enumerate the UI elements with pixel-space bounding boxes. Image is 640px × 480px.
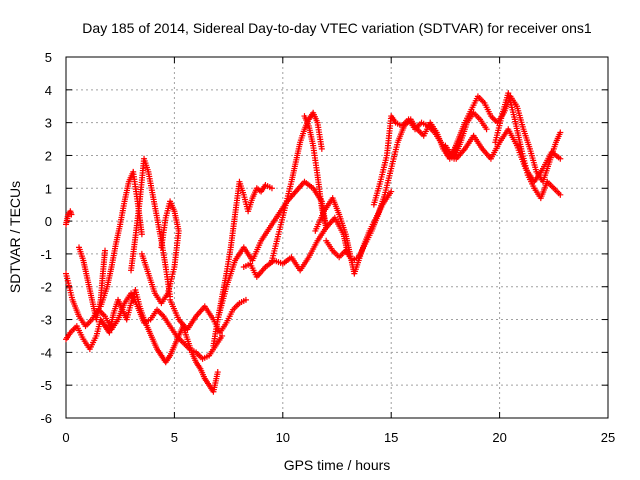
y-tick-label: -1 bbox=[40, 247, 52, 262]
data-point bbox=[158, 244, 165, 251]
series-line bbox=[212, 181, 273, 346]
x-tick-label: 20 bbox=[492, 430, 506, 445]
x-tick-label: 0 bbox=[62, 430, 69, 445]
series-track-6 bbox=[128, 155, 174, 300]
grid bbox=[66, 57, 608, 418]
series-track-18 bbox=[492, 89, 564, 202]
series-track-10 bbox=[214, 113, 330, 323]
data-point bbox=[388, 188, 395, 195]
y-tick-label: 5 bbox=[45, 50, 52, 65]
data-point bbox=[102, 247, 109, 254]
y-tick-label: -6 bbox=[40, 411, 52, 426]
plot-frame bbox=[65, 56, 609, 419]
x-tick-label: 25 bbox=[601, 430, 615, 445]
series-track-15 bbox=[370, 109, 490, 208]
series-line bbox=[65, 287, 219, 394]
y-tick-label: 1 bbox=[45, 181, 52, 196]
y-tick-label: -4 bbox=[40, 345, 52, 360]
data-point bbox=[219, 332, 226, 339]
data-point bbox=[214, 369, 221, 376]
data-point bbox=[138, 231, 145, 238]
ticks bbox=[65, 56, 609, 419]
data-point bbox=[483, 126, 490, 133]
y-tick-label: -3 bbox=[40, 313, 52, 328]
series-track-4 bbox=[76, 244, 109, 323]
y-tick-label: -5 bbox=[40, 378, 52, 393]
x-tick-label: 10 bbox=[276, 430, 290, 445]
chart-title: Day 185 of 2014, Sidereal Day-to-day VTE… bbox=[82, 20, 592, 36]
series-track-11 bbox=[268, 109, 325, 264]
series-track-14 bbox=[323, 116, 460, 264]
data-point bbox=[557, 155, 564, 162]
series-track-2 bbox=[63, 287, 221, 395]
data-point bbox=[557, 191, 564, 198]
data-point bbox=[68, 211, 75, 218]
x-tick-label: 15 bbox=[384, 430, 398, 445]
x-axis-label: GPS time / hours bbox=[284, 457, 391, 473]
y-axis-label: SDTVAR / TECUs bbox=[7, 181, 23, 293]
data-series bbox=[63, 89, 564, 395]
x-tick-labels: 0 5 10 15 20 25 bbox=[62, 430, 615, 445]
y-tick-labels: -6 -5 -4 -3 -2 -1 0 1 2 3 4 5 bbox=[40, 50, 52, 426]
series-track-7 bbox=[138, 198, 182, 307]
data-point bbox=[301, 113, 308, 120]
data-point bbox=[318, 145, 325, 152]
series-track-5 bbox=[97, 168, 145, 310]
y-tick-label: 2 bbox=[45, 148, 52, 163]
series-track-1 bbox=[63, 208, 75, 228]
y-tick-label: -2 bbox=[40, 280, 52, 295]
series-track-17 bbox=[453, 126, 564, 185]
series-track-9 bbox=[210, 178, 275, 349]
y-tick-label: 4 bbox=[45, 83, 52, 98]
data-point bbox=[242, 296, 249, 303]
y-tick-label: 0 bbox=[45, 214, 52, 229]
series-track-8 bbox=[167, 296, 249, 336]
y-tick-label: 3 bbox=[45, 116, 52, 131]
x-tick-label: 5 bbox=[171, 430, 178, 445]
data-point bbox=[557, 129, 564, 136]
data-point bbox=[268, 185, 275, 192]
